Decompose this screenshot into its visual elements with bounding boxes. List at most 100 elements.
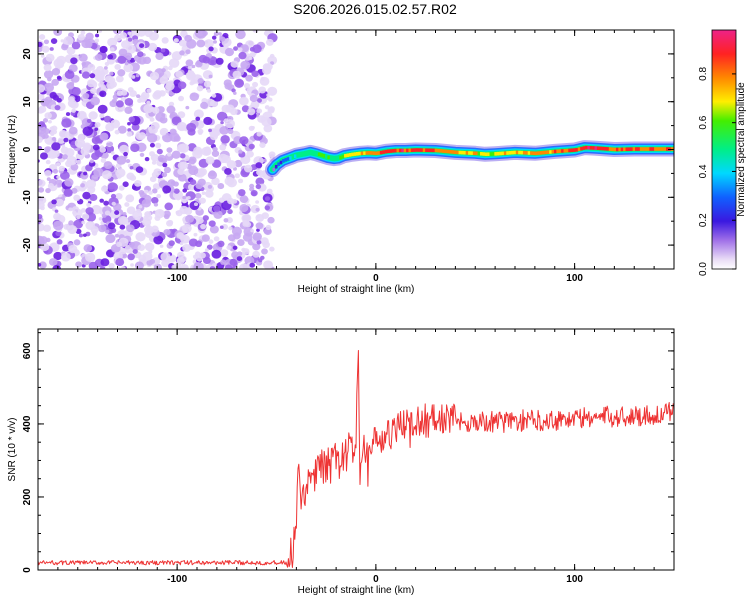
noise-dot [164, 202, 173, 211]
noise-dot [126, 131, 133, 137]
noise-dot [227, 234, 236, 242]
noise-dot [181, 224, 192, 233]
plot-frame [37, 328, 675, 571]
noise-dot [193, 262, 204, 269]
ridge-core-segment [367, 151, 371, 155]
noise-dot [91, 174, 99, 182]
noise-dot [82, 126, 94, 136]
noise-dot [238, 263, 250, 269]
noise-dot [73, 239, 81, 246]
noise-dot [48, 119, 52, 124]
noise-dot [156, 193, 162, 199]
ridge-core-segment [627, 147, 631, 151]
noise-dot [131, 123, 140, 131]
noise-dot [218, 32, 222, 36]
noise-dot [207, 170, 218, 180]
noise-dot [205, 190, 214, 198]
noise-dot [211, 177, 220, 186]
noise-dot [85, 179, 97, 189]
noise-dot [151, 225, 159, 233]
ridge-core-segment [389, 149, 392, 153]
noise-dot [75, 228, 82, 234]
noise-dot [211, 150, 220, 157]
noise-dot [200, 101, 209, 109]
noise-dot [261, 117, 272, 127]
noise-dot [40, 54, 45, 58]
noise-dot [57, 137, 66, 144]
ridge-core-segment [613, 147, 617, 152]
noise-dot [52, 168, 59, 174]
noise-dot [139, 43, 145, 48]
noise-dot [256, 98, 262, 103]
noise-dot [68, 64, 78, 73]
ridge-core-segment [503, 151, 507, 155]
noise-dot [38, 179, 46, 187]
noise-dot [188, 238, 198, 247]
ridge-core-segment [563, 148, 567, 153]
ridge-core-segment [499, 151, 502, 156]
noise-dot [51, 78, 59, 86]
noise-dot [38, 213, 43, 220]
noise-dot [146, 133, 158, 143]
noise-dot [152, 183, 161, 190]
y-axis-label: Frequency (Hz) [7, 115, 18, 184]
y-tick-label: 0 [22, 146, 33, 152]
noise-dot [81, 213, 90, 221]
noise-dot [51, 67, 61, 76]
ridge-core-segment [656, 147, 660, 151]
noise-dot [117, 55, 127, 64]
noise-dot [191, 64, 196, 69]
noise-dot [109, 71, 114, 76]
x-tick-label: 0 [373, 273, 379, 284]
noise-dot [128, 116, 136, 123]
noise-dot [77, 33, 85, 41]
noise-dot [250, 189, 258, 197]
noise-dot [224, 82, 233, 90]
noise-dot [45, 159, 51, 165]
noise-dot [122, 212, 127, 216]
noise-dot [249, 94, 258, 103]
noise-dot [100, 258, 110, 267]
noise-dot [111, 201, 116, 206]
ridge-core-segment [594, 146, 598, 150]
noise-dot [219, 249, 229, 257]
noise-dot [243, 164, 253, 173]
noise-dot [169, 132, 180, 142]
ridge-core-segment [599, 146, 602, 151]
ridge-core-segment [646, 147, 650, 151]
noise-dot [127, 86, 134, 93]
ridge-core-segment [458, 150, 462, 155]
noise-dot [259, 142, 266, 148]
ridge-core-segment [322, 154, 326, 158]
ridge-core-segment [410, 148, 414, 153]
noise-dot [137, 98, 143, 104]
noise-dot [86, 118, 92, 124]
noise-dot [163, 166, 171, 174]
noise-dot [256, 108, 263, 114]
noise-dot [43, 82, 55, 93]
noise-dot [173, 38, 179, 43]
noise-dot [89, 193, 98, 202]
ridge-core-segment [596, 146, 600, 151]
ridge-core-segment [532, 151, 536, 156]
noise-dot [107, 54, 114, 60]
noise-dot [135, 166, 144, 174]
noise-dot [250, 100, 260, 109]
noise-dot [224, 264, 233, 269]
noise-dot [80, 30, 86, 35]
ridge-core-segment [360, 151, 364, 156]
ridge-core-segment [649, 147, 652, 151]
noise-dot [118, 48, 128, 57]
ridge-core-segment [298, 153, 302, 157]
noise-dot [118, 237, 129, 248]
ridge-core-segment [666, 147, 669, 151]
noise-dot [195, 182, 203, 190]
noise-dot [213, 40, 217, 44]
ridge-core-segment [470, 151, 474, 155]
y-tick-label: 10 [22, 96, 33, 108]
noise-dot [109, 47, 115, 52]
ridge-core-segment [537, 151, 540, 155]
noise-dot [157, 154, 167, 163]
ridge-core-segment [515, 150, 519, 155]
noise-dot [259, 76, 270, 86]
